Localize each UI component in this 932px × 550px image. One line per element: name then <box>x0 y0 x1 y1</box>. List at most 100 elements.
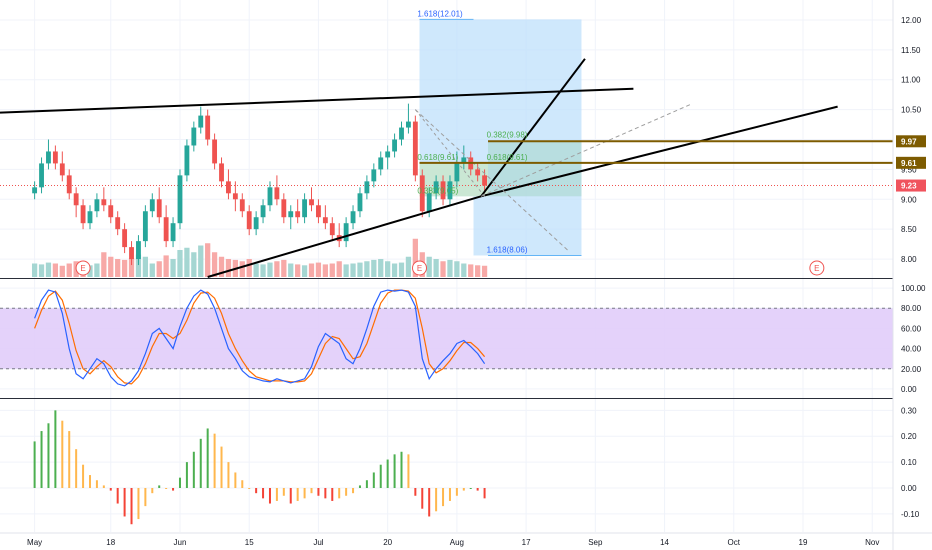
price-badge-text: 9.23 <box>901 182 917 191</box>
earnings-marker-label: E <box>417 264 422 273</box>
macd-bar <box>178 477 181 488</box>
candle-body <box>66 175 72 194</box>
axis-tick-label: 9.00 <box>901 195 917 204</box>
fib-box-green-right <box>488 140 582 197</box>
macd-bar <box>185 462 188 488</box>
earnings-marker-label: E <box>80 264 85 273</box>
macd-bar <box>40 431 43 488</box>
candles-layer <box>32 103 487 266</box>
macd-bar <box>462 488 465 491</box>
volume-bar <box>184 247 190 277</box>
volume-bar <box>31 263 38 277</box>
candle-body <box>184 145 190 176</box>
volume-bar <box>454 261 460 277</box>
macd-bar <box>393 454 396 488</box>
volume-bar <box>66 263 72 277</box>
macd-bar <box>358 485 361 488</box>
candle-body <box>309 199 314 206</box>
fib-projection <box>419 18 582 256</box>
volume-bar <box>475 265 481 277</box>
volume-bar <box>59 265 65 277</box>
macd-bar <box>455 488 458 496</box>
macd-bar <box>442 488 445 507</box>
macd-bar <box>165 488 168 489</box>
macd-bar <box>435 488 438 512</box>
axis-tick-label: 80.00 <box>901 304 922 313</box>
macd-bar <box>47 423 50 488</box>
candle-body <box>239 199 245 212</box>
price-badge-bg <box>896 156 926 169</box>
macd-bar <box>303 488 306 499</box>
candle-body <box>260 205 266 218</box>
volume-bar <box>426 256 432 277</box>
volume-bar <box>385 261 391 277</box>
volume-bar <box>343 264 349 277</box>
stoch-band <box>0 308 893 369</box>
macd-bar <box>469 488 472 489</box>
macd-bar <box>68 431 71 488</box>
volume-bar <box>135 254 142 277</box>
fib-label: 1.618(8.06) <box>487 245 528 254</box>
volume-bar <box>447 259 453 277</box>
price-badge-bg <box>896 135 926 148</box>
fib-label: 0.382(9.98) <box>487 131 528 140</box>
axis-tick-label: 0.10 <box>901 458 917 467</box>
macd-bar <box>54 410 57 488</box>
volume-bar <box>205 243 211 277</box>
candle-body <box>101 199 107 206</box>
projection-dashed <box>480 103 693 197</box>
candle-body <box>52 151 58 164</box>
candle-body <box>440 181 446 200</box>
candle-body <box>108 205 114 218</box>
macd-bar <box>428 488 431 517</box>
fib-box-green <box>419 162 489 197</box>
time-axis-label: 17 <box>522 538 531 547</box>
macd-bar <box>476 488 479 491</box>
candle-body <box>191 127 197 146</box>
volume-bar <box>115 259 121 277</box>
support-trendline-ext <box>480 105 838 198</box>
candle-body <box>129 247 134 260</box>
time-axis-label: 20 <box>383 538 392 547</box>
volume-bar <box>170 259 176 277</box>
macd-bar <box>338 488 341 499</box>
macd-bar <box>421 488 424 509</box>
candle-body <box>87 211 93 224</box>
axis-tick-label: 0.30 <box>901 406 917 415</box>
candle-body <box>156 199 162 218</box>
price-badge: 9.23 <box>896 179 926 192</box>
axis-tick-label: 9.50 <box>901 165 917 174</box>
candle-body <box>94 199 100 212</box>
macd-bar <box>317 488 320 496</box>
volume-bar <box>94 263 100 277</box>
axis-tick-label: 8.00 <box>901 255 917 264</box>
time-axis-label: Oct <box>728 538 741 547</box>
time-axis-label: May <box>27 538 42 547</box>
volume-bar <box>177 250 183 277</box>
macd-bar <box>33 441 36 488</box>
volume-bar <box>191 252 197 277</box>
stochastic-panel <box>0 289 893 387</box>
candle-body <box>350 211 356 224</box>
resistance-trendline <box>0 87 634 114</box>
candle-body <box>73 193 79 206</box>
candle-body <box>385 151 391 158</box>
volume-bar <box>481 265 488 277</box>
candle-body <box>149 199 155 212</box>
volume-bar <box>378 259 384 277</box>
macd-bar <box>400 451 403 488</box>
macd-bar <box>289 488 292 504</box>
volume-bar <box>246 259 252 277</box>
support-trendline <box>207 195 482 278</box>
earnings-marker-circle <box>809 260 825 276</box>
fib-box-right <box>473 19 582 256</box>
macd-bar <box>262 488 265 499</box>
candle-body <box>426 193 432 212</box>
volume-bar <box>461 263 467 277</box>
earnings-marker: E <box>809 260 825 276</box>
macd-bar <box>192 451 195 488</box>
macd-bar <box>268 488 271 504</box>
macd-bar <box>448 488 451 501</box>
volume-bar <box>295 264 301 277</box>
